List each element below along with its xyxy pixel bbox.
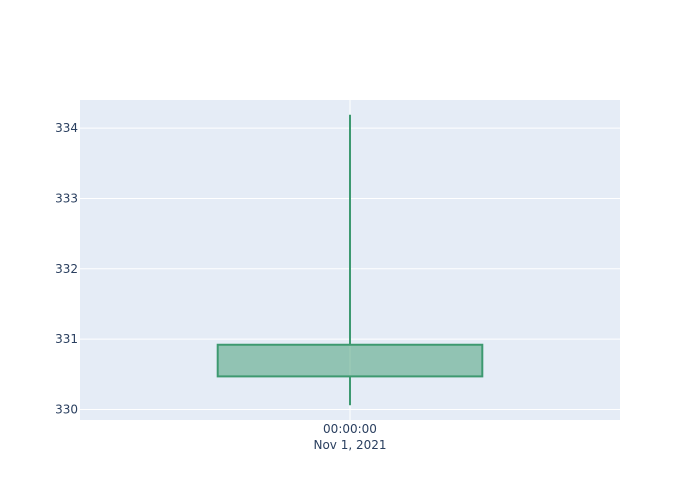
candles bbox=[216, 114, 484, 406]
y-axis-ticks: 330 331 332 333 334 bbox=[55, 121, 78, 416]
x-axis-ticks: 00:00:00 Nov 1, 2021 bbox=[313, 422, 386, 452]
y-tick-label: 330 bbox=[55, 402, 78, 416]
y-tick-label: 334 bbox=[55, 121, 78, 135]
y-tick-label: 332 bbox=[55, 262, 78, 276]
y-tick-label: 331 bbox=[55, 332, 78, 346]
x-tick-label-time: 00:00:00 bbox=[323, 422, 377, 436]
candle-body[interactable] bbox=[216, 343, 484, 378]
x-tick-label-date: Nov 1, 2021 bbox=[313, 438, 386, 452]
y-tick-label: 333 bbox=[55, 191, 78, 205]
